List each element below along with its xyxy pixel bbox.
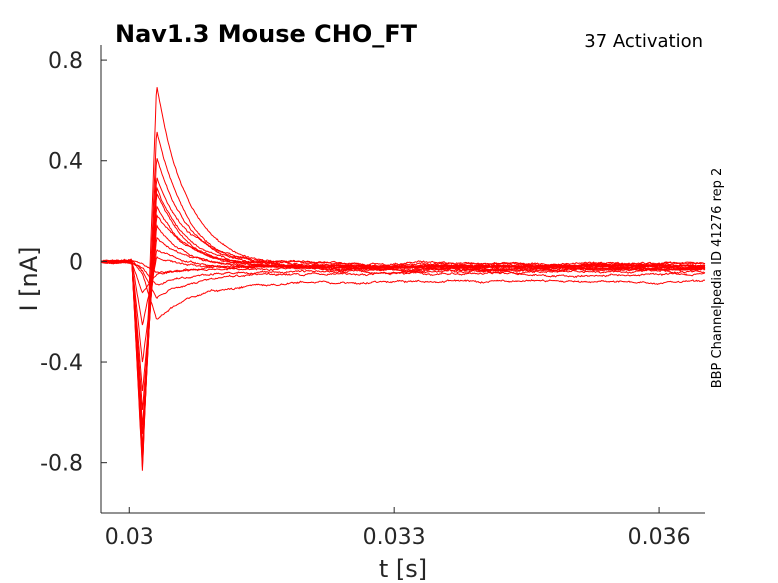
- y-tick-label: -0.8: [40, 452, 83, 477]
- trace-line: [101, 87, 706, 471]
- trace-line: [100, 205, 706, 435]
- trace-line: [100, 260, 706, 286]
- chart-subtitle: 37 Activation: [584, 31, 703, 52]
- trace-line: [100, 192, 706, 447]
- y-axis-label: I [nA]: [15, 246, 43, 311]
- trace-line: [100, 261, 706, 299]
- x-tick-label: 0.033: [363, 525, 426, 550]
- trace-line: [100, 224, 706, 410]
- trace-line: [100, 131, 706, 467]
- chart-title: Nav1.3 Mouse CHO_FT: [115, 20, 418, 48]
- trace-line: [100, 177, 706, 456]
- trace-line: [100, 186, 705, 453]
- x-tick-label: 0.03: [105, 525, 154, 550]
- y-tick-label: 0.4: [48, 150, 83, 175]
- x-ticks: 0.03 0.033 0.036: [105, 507, 691, 550]
- y-tick-label: -0.4: [40, 351, 83, 376]
- trace-line: [100, 260, 706, 294]
- y-tick-label: 0: [69, 250, 83, 275]
- trace-line: [100, 259, 706, 320]
- trace-group: [100, 87, 706, 471]
- trace-line: [100, 158, 706, 463]
- y-ticks: 0.8 0.4 0 -0.4 -0.8: [40, 49, 107, 477]
- y-tick-label: 0.8: [48, 49, 83, 74]
- x-tick-label: 0.036: [628, 525, 691, 550]
- x-axis-label: t [s]: [379, 555, 427, 583]
- channelpedia-id-label: BBP Channelpedia ID 41276 rep 2: [710, 168, 725, 389]
